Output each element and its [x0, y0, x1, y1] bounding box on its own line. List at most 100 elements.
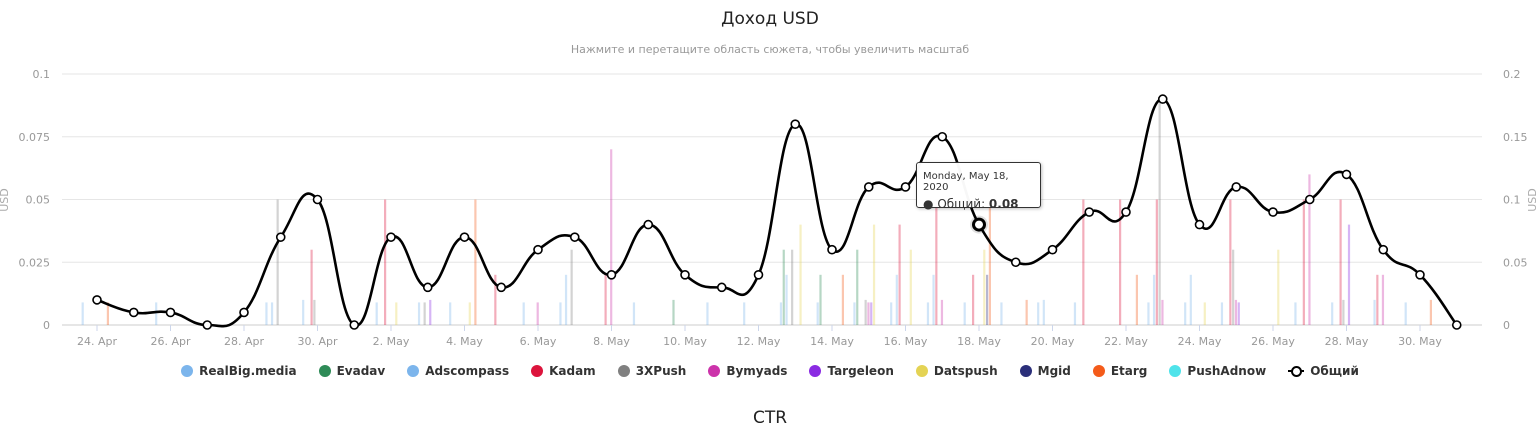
legend-label: PushAdnow — [1187, 364, 1267, 378]
total-point[interactable] — [606, 269, 617, 280]
legend-item-targeleon[interactable]: Targeleon — [809, 364, 894, 378]
tooltip-series-name: Общий — [937, 197, 982, 211]
y2-tick-label: 0.1 — [1503, 194, 1521, 207]
total-point[interactable] — [386, 232, 396, 242]
total-point[interactable] — [1341, 169, 1352, 180]
total-point[interactable] — [165, 307, 176, 318]
x-tick-label: 8. May — [593, 335, 630, 348]
total-point[interactable] — [1231, 182, 1242, 192]
total-point[interactable] — [459, 232, 470, 242]
bar-realbig-media — [559, 302, 562, 325]
bar-3xpush — [313, 299, 316, 325]
total-point[interactable] — [680, 269, 690, 280]
legend-label: Datspush — [933, 364, 998, 378]
total-point[interactable] — [496, 282, 507, 293]
legend-item-bymyads[interactable]: Bymyads — [708, 364, 787, 378]
legend-item-adscompass[interactable]: Adscompass — [407, 364, 509, 378]
total-point[interactable] — [937, 131, 948, 142]
bar-etarg — [1135, 274, 1138, 325]
legend-dot-icon — [809, 365, 822, 377]
legend-dot-icon — [708, 365, 721, 377]
legend-item-mgid[interactable]: Mgid — [1019, 364, 1071, 378]
total-point[interactable] — [1451, 320, 1462, 330]
legend-item-realbig-media[interactable]: RealBig.media — [181, 364, 297, 378]
bar-realbig-media — [743, 302, 746, 325]
legend-item-общий[interactable]: Общий — [1288, 364, 1359, 378]
legend-item-3xpush[interactable]: 3XPush — [617, 364, 686, 378]
total-point[interactable] — [1047, 244, 1058, 255]
legend-label: RealBig.media — [199, 364, 297, 378]
y2-tick-label: 0.05 — [1503, 256, 1528, 269]
legend-item-etarg[interactable]: Etarg — [1092, 364, 1147, 378]
total-point[interactable] — [790, 119, 801, 129]
bar-realbig-media — [706, 302, 709, 325]
total-point[interactable] — [753, 269, 764, 280]
total-point[interactable] — [1268, 207, 1278, 217]
legend-label: Bymyads — [726, 364, 788, 378]
legend-line-marker-icon — [1288, 365, 1305, 377]
bar-mgid — [986, 274, 989, 325]
legend-item-evadav[interactable]: Evadav — [318, 364, 385, 378]
total-point[interactable] — [1194, 219, 1205, 230]
bar-datspush — [1203, 302, 1206, 325]
total-point[interactable] — [1121, 207, 1131, 217]
total-point[interactable] — [1157, 94, 1168, 104]
x-tick-label: 30. May — [1398, 335, 1442, 348]
legend-item-kadam[interactable]: Kadam — [531, 364, 596, 378]
bar-realbig-media — [1331, 302, 1334, 325]
total-point[interactable] — [239, 307, 249, 318]
total-point[interactable] — [349, 320, 360, 330]
bar-realbig-media — [1073, 302, 1077, 325]
legend-dot-icon — [617, 365, 630, 377]
total-point[interactable] — [92, 295, 102, 305]
total-point[interactable] — [128, 307, 139, 318]
total-point[interactable] — [533, 244, 543, 255]
bar-bymyads — [940, 299, 944, 325]
total-point[interactable] — [569, 232, 580, 242]
bar-kadam — [1302, 199, 1305, 325]
legend-item-pushadnow[interactable]: PushAdnow — [1169, 364, 1266, 378]
bar-adscompass — [270, 302, 274, 325]
total-point[interactable] — [643, 219, 654, 230]
bar-etarg — [106, 302, 109, 325]
total-point[interactable] — [716, 282, 727, 293]
total-point[interactable] — [900, 182, 911, 192]
bar-series-group — [81, 99, 1432, 325]
bar-bymyads — [610, 149, 613, 325]
bar-adscompass — [1042, 299, 1045, 325]
x-tick-label: 24. May — [1178, 335, 1222, 348]
bar-targeleon — [870, 302, 873, 325]
legend-item-datspush[interactable]: Datspush — [915, 364, 998, 378]
bar-etarg — [1025, 299, 1028, 325]
bar-adscompass — [417, 302, 421, 325]
total-point[interactable] — [312, 194, 323, 205]
total-point-hovered[interactable] — [972, 217, 986, 232]
total-point[interactable] — [1415, 269, 1425, 280]
bar-bymyads — [536, 302, 539, 325]
total-point[interactable] — [863, 182, 874, 192]
total-point[interactable] — [275, 232, 286, 242]
bar-realbig-media — [302, 299, 305, 325]
total-point[interactable] — [1084, 207, 1095, 217]
total-point[interactable] — [1304, 194, 1315, 205]
bar-bymyads — [1308, 174, 1311, 325]
total-point[interactable] — [827, 244, 837, 255]
bar-datspush — [395, 302, 398, 325]
x-tick-label: 12. May — [737, 335, 781, 348]
tooltip-date: Monday, May 18, 2020 — [923, 171, 1009, 193]
total-point[interactable] — [422, 282, 433, 293]
bar-datspush — [909, 249, 912, 325]
bar-datspush — [1277, 249, 1280, 325]
tooltip: Monday, May 18, 2020 ● Общий: 0.08 — [916, 162, 1041, 211]
bar-realbig-media — [375, 302, 378, 325]
chart-subtitle: Нажмите и перетащите область сюжета, что… — [570, 43, 970, 56]
total-point[interactable] — [202, 320, 213, 330]
bar-adscompass — [564, 274, 568, 325]
bar-etarg — [1429, 299, 1432, 325]
total-point[interactable] — [1378, 244, 1389, 255]
x-tick-label: 18. May — [957, 335, 1001, 348]
total-point[interactable] — [1010, 257, 1021, 268]
bar-3xpush — [570, 249, 573, 325]
